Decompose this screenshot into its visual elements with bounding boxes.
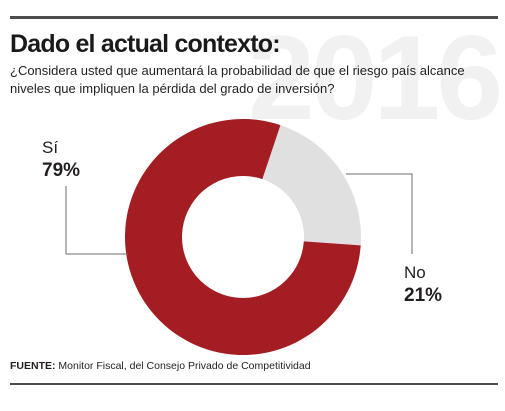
slice-label-si: Sí 79% (42, 137, 80, 183)
slice-label-no-value: 21% (404, 285, 443, 306)
donut-slice-no (262, 125, 361, 246)
leader-line-si (65, 186, 128, 255)
slice-label-si-name: Sí (42, 138, 59, 157)
survey-question: ¿Considera usted que aumentará la probab… (10, 63, 465, 96)
top-rule (10, 16, 498, 19)
source-label: FUENTE: (10, 360, 56, 372)
slice-label-no: No 21% (404, 262, 442, 308)
slice-label-no-name: No (404, 263, 426, 282)
chart-title: Dado el actual contexto: (10, 30, 281, 58)
leader-line-no (346, 173, 413, 254)
donut-slice-si (125, 118, 361, 355)
source-note: FUENTE: Monitor Fiscal, del Consejo Priv… (10, 359, 311, 373)
bottom-rule (10, 383, 498, 385)
watermark: 2016 (248, 11, 503, 145)
slice-label-si-value: 79% (42, 160, 81, 181)
source-text: Monitor Fiscal, del Consejo Privado de C… (58, 360, 311, 372)
